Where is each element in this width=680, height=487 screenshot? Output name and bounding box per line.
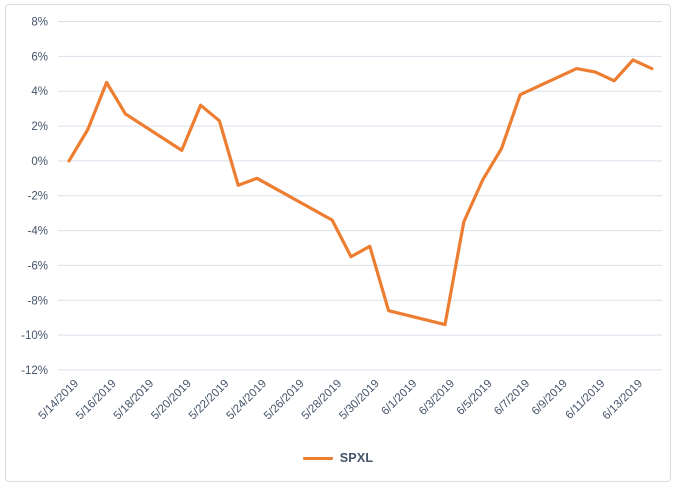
x-axis-label: 5/28/2019 [300, 378, 345, 423]
x-axis-label: 5/18/2019 [112, 378, 157, 423]
x-axis-label: 5/22/2019 [187, 378, 232, 423]
x-axis-label: 6/13/2019 [600, 378, 645, 423]
y-axis-label: -2% [28, 191, 48, 203]
x-axis-label: 5/20/2019 [149, 378, 194, 423]
x-axis-label: 5/26/2019 [262, 378, 307, 423]
legend: SPXL [6, 451, 670, 465]
x-axis-label: 5/24/2019 [224, 378, 269, 423]
legend-series-label: SPXL [339, 451, 374, 465]
spxl-series-line [67, 58, 654, 327]
y-axis-label: 4% [31, 86, 48, 98]
y-axis-label: -8% [28, 295, 48, 307]
y-axis-label: -12% [21, 365, 48, 377]
x-axis-label: 5/14/2019 [36, 378, 81, 423]
y-axis-label: 0% [31, 156, 48, 168]
x-axis-label: 5/16/2019 [74, 378, 119, 423]
x-axis-label: 6/7/2019 [492, 378, 532, 418]
y-axis-label: 6% [31, 51, 48, 63]
y-axis-label: -10% [21, 330, 48, 342]
y-axis-label: -6% [28, 260, 48, 272]
legend-line-swatch [302, 456, 333, 460]
x-axis-label: 5/30/2019 [337, 378, 382, 423]
x-axis-label: 6/3/2019 [417, 378, 457, 418]
x-axis-label: 6/1/2019 [379, 378, 419, 418]
y-axis-label: 2% [31, 121, 48, 133]
x-axis-label: 6/5/2019 [455, 378, 495, 418]
chart-frame: 8% 6% 4% 2% 0% -2% -4% -6% -8% -10% -12% 5/14/2019 5… [5, 4, 671, 482]
y-axis-label: 8% [31, 17, 48, 29]
y-axis-label: -4% [28, 226, 48, 238]
